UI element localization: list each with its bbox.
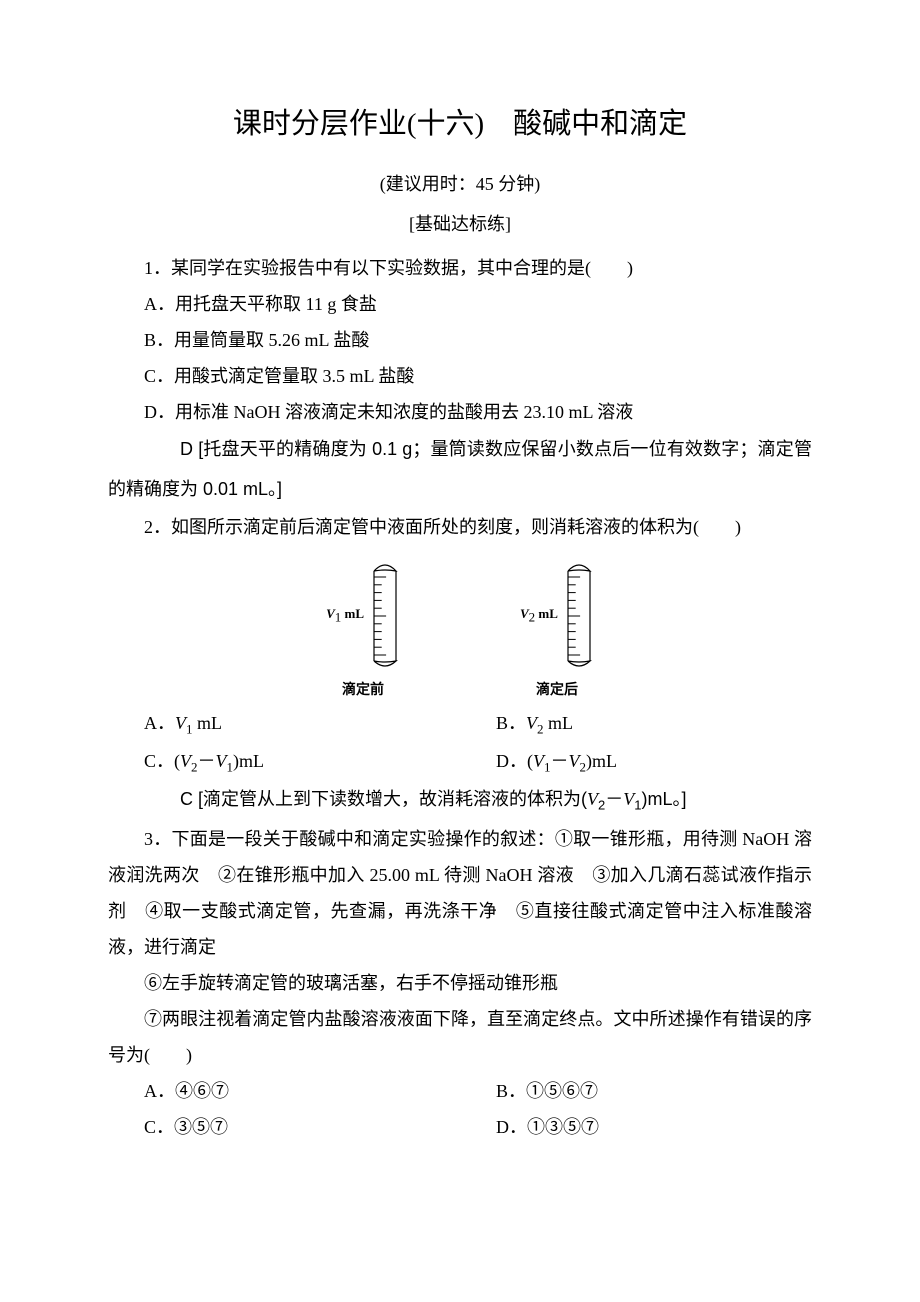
q1-answer-text: [托盘天平的精确度为 0.1 g；量筒读数应保留小数点后一位有效数字；滴定管的精… [108,439,812,499]
q1-answer-letter: D [144,430,193,470]
burette-before: V1 mL 滴定前 [326,557,400,699]
q2-answer-letter: C [144,780,193,820]
q3-option-b: B．①⑤⑥⑦ [460,1073,812,1109]
q3-option-c: C．③⑤⑦ [108,1109,460,1145]
q1-answer: D [托盘天平的精确度为 0.1 g；量筒读数应保留小数点后一位有效数字；滴定管… [108,430,812,509]
q2-option-a: A．V1 mL [108,705,460,743]
q3-option-d: D．①③⑤⑦ [460,1109,812,1145]
q1-stem: 1．某同学在实验报告中有以下实验数据，其中合理的是( ) [108,250,812,286]
burette-before-label: V1 mL [326,606,364,626]
q3-line6: ⑥左手旋转滴定管的玻璃活塞，右手不停摇动锥形瓶 [108,965,812,1001]
burette-before-icon [370,557,400,675]
time-suggestion: (建议用时：45 分钟) [108,170,812,196]
page-title: 课时分层作业(十六) 酸碱中和滴定 [108,100,812,142]
q3-line7: ⑦两眼注视着滴定管内盐酸溶液液面下降，直至滴定终点。文中所述操作有错误的序号为(… [108,1001,812,1073]
burette-after-label: V2 mL [520,606,558,626]
burette-after: V2 mL 滴定后 [520,557,594,699]
q3-stem: 3．下面是一段关于酸碱中和滴定实验操作的叙述：①取一锥形瓶，用待测 NaOH 溶… [108,821,812,965]
section-heading: [基础达标练] [108,210,812,236]
q2-answer: C [滴定管从上到下读数增大，故消耗溶液的体积为(V2－V1)mL。] [108,780,812,820]
burette-after-icon [564,557,594,675]
q2-option-c: C．(V2－V1)mL [108,743,460,781]
q2-stem: 2．如图所示滴定前后滴定管中液面所处的刻度，则消耗溶液的体积为( ) [108,509,812,545]
q2-diagram: V1 mL 滴定前 V2 mL 滴定后 [108,557,812,699]
q2-option-b: B．V2 mL [460,705,812,743]
q1-option-b: B．用量筒量取 5.26 mL 盐酸 [108,322,812,358]
burette-before-caption: 滴定前 [342,679,384,699]
q3-option-a: A．④⑥⑦ [108,1073,460,1109]
burette-after-caption: 滴定后 [536,679,578,699]
q1-option-d: D．用标准 NaOH 溶液滴定未知浓度的盐酸用去 23.10 mL 溶液 [108,394,812,430]
q2-option-d: D．(V1－V2)mL [460,743,812,781]
q1-option-a: A．用托盘天平称取 11 g 食盐 [108,286,812,322]
q1-option-c: C．用酸式滴定管量取 3.5 mL 盐酸 [108,358,812,394]
